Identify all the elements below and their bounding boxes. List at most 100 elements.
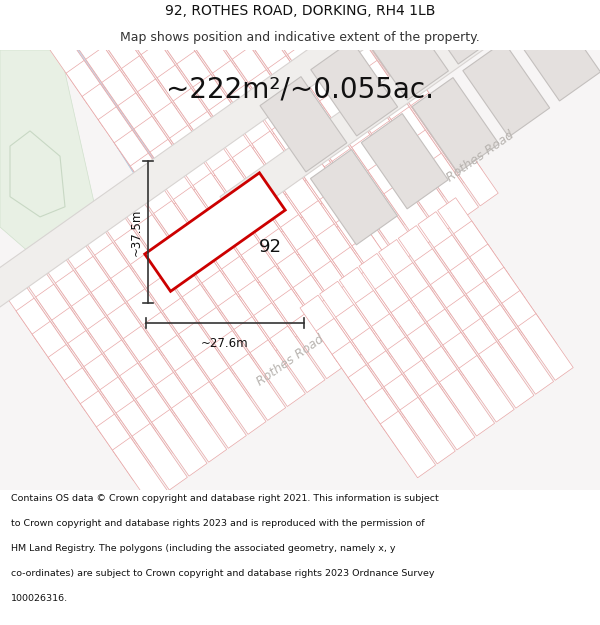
Polygon shape — [128, 0, 184, 48]
Polygon shape — [150, 238, 205, 304]
Polygon shape — [260, 77, 347, 172]
Polygon shape — [119, 363, 175, 430]
Polygon shape — [170, 126, 225, 192]
Polygon shape — [454, 221, 509, 288]
Polygon shape — [269, 326, 325, 392]
Polygon shape — [202, 172, 257, 238]
Polygon shape — [84, 354, 139, 421]
Polygon shape — [20, 261, 75, 328]
Polygon shape — [347, 0, 402, 67]
Text: 100026316.: 100026316. — [11, 594, 68, 603]
Polygon shape — [194, 246, 250, 312]
Polygon shape — [86, 46, 141, 113]
Polygon shape — [178, 223, 234, 289]
Polygon shape — [371, 314, 427, 381]
Polygon shape — [225, 121, 280, 188]
Polygon shape — [268, 56, 323, 123]
Polygon shape — [198, 308, 254, 374]
Polygon shape — [498, 328, 554, 394]
Polygon shape — [361, 114, 448, 209]
Polygon shape — [304, 65, 359, 132]
Polygon shape — [277, 153, 332, 220]
Polygon shape — [212, 159, 268, 226]
Polygon shape — [89, 9, 145, 76]
Polygon shape — [284, 177, 340, 244]
Polygon shape — [329, 284, 384, 351]
Polygon shape — [470, 244, 525, 311]
Polygon shape — [340, 18, 428, 112]
Polygon shape — [479, 341, 534, 408]
Polygon shape — [252, 131, 307, 198]
Polygon shape — [132, 423, 187, 490]
Polygon shape — [230, 255, 286, 322]
Polygon shape — [336, 111, 391, 178]
Polygon shape — [71, 294, 127, 360]
Polygon shape — [145, 5, 200, 71]
Polygon shape — [311, 0, 366, 58]
Polygon shape — [191, 382, 247, 448]
Polygon shape — [252, 32, 307, 99]
Polygon shape — [106, 32, 161, 99]
Polygon shape — [166, 162, 221, 229]
Polygon shape — [388, 0, 476, 79]
Polygon shape — [514, 6, 600, 101]
Polygon shape — [163, 199, 218, 266]
Text: ~37.5m: ~37.5m — [130, 208, 143, 256]
Polygon shape — [423, 153, 479, 220]
Polygon shape — [272, 117, 327, 184]
Polygon shape — [170, 224, 225, 291]
Polygon shape — [118, 93, 173, 159]
Polygon shape — [145, 173, 285, 291]
Polygon shape — [189, 111, 245, 178]
Polygon shape — [296, 238, 352, 304]
Polygon shape — [157, 65, 212, 132]
Polygon shape — [220, 0, 275, 52]
Polygon shape — [0, 275, 55, 341]
Polygon shape — [291, 5, 346, 71]
Polygon shape — [216, 23, 271, 90]
Polygon shape — [332, 149, 388, 215]
Polygon shape — [459, 356, 514, 422]
Polygon shape — [384, 374, 439, 441]
Polygon shape — [125, 19, 181, 85]
Polygon shape — [343, 38, 398, 104]
Polygon shape — [172, 396, 227, 462]
Text: ~222m²/~0.055ac.: ~222m²/~0.055ac. — [166, 75, 434, 103]
Polygon shape — [362, 4, 448, 100]
Polygon shape — [159, 335, 214, 402]
Polygon shape — [190, 210, 245, 277]
Text: HM Land Registry. The polygons (including the associated geometry, namely x, y: HM Land Registry. The polygons (includin… — [11, 544, 395, 553]
Polygon shape — [152, 409, 207, 476]
Polygon shape — [127, 289, 182, 356]
Polygon shape — [257, 266, 313, 332]
Polygon shape — [289, 312, 344, 379]
Text: 92: 92 — [259, 238, 281, 256]
Polygon shape — [348, 172, 404, 238]
Polygon shape — [325, 223, 380, 289]
Polygon shape — [391, 107, 446, 173]
Polygon shape — [205, 134, 260, 201]
Polygon shape — [430, 272, 486, 339]
Polygon shape — [234, 317, 289, 383]
Polygon shape — [205, 233, 261, 300]
Polygon shape — [332, 247, 388, 314]
Polygon shape — [236, 108, 291, 174]
Polygon shape — [40, 247, 95, 314]
Polygon shape — [434, 235, 490, 301]
Polygon shape — [221, 158, 277, 224]
Polygon shape — [349, 270, 404, 337]
Polygon shape — [164, 0, 220, 58]
Polygon shape — [109, 0, 164, 62]
Polygon shape — [375, 84, 430, 150]
Polygon shape — [115, 229, 170, 295]
Polygon shape — [118, 191, 173, 258]
Polygon shape — [336, 210, 391, 276]
Polygon shape — [88, 317, 143, 383]
Polygon shape — [82, 84, 137, 150]
Polygon shape — [411, 93, 466, 159]
Polygon shape — [186, 247, 241, 314]
Polygon shape — [197, 136, 252, 202]
Polygon shape — [182, 284, 238, 351]
Polygon shape — [294, 0, 382, 46]
Polygon shape — [238, 181, 293, 248]
